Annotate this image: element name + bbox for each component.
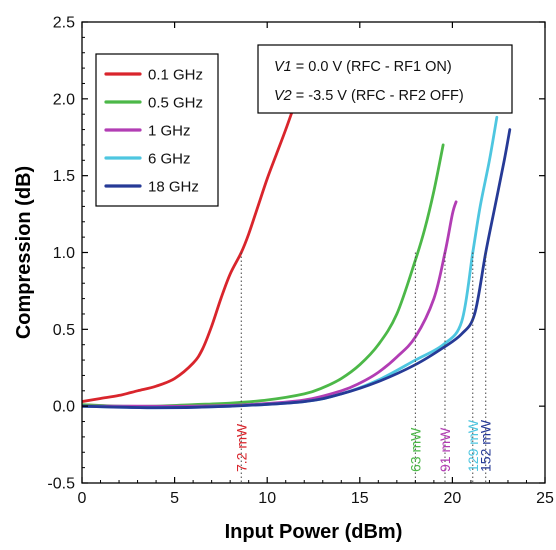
legend: 0.1 GHz 0.5 GHz 1 GHz 6 GHz 18 GHz [95,53,219,207]
p1db-label: 63 mW [407,427,423,472]
annotation-box [257,44,513,114]
y-tick-label: 1.5 [53,168,75,185]
bias-annotation: V1 = 0.0 V (RFC - RF1 ON) V2 = -3.5 V (R… [257,44,513,114]
x-axis-title: Input Power (dBm) [225,521,403,543]
legend-label: 1 GHz [148,123,191,140]
y-tick-label: 2.0 [53,91,75,108]
annotation-var-1: V1 [274,59,292,75]
series-curves [82,91,512,410]
p1db-label: 129 mW [465,419,481,472]
legend-label: 0.1 GHz [148,67,203,84]
p1db-label: 152 mW [478,419,494,472]
y-tick-label: 0.0 [53,399,75,416]
p1db-label: 91 mW [437,427,453,472]
legend-label: 0.5 GHz [148,95,203,112]
y-tick-label: -0.5 [47,476,75,493]
x-tick-label: 25 [536,490,554,507]
legend-label: 18 GHz [148,179,199,196]
p1db-label: 7.2 mW [233,423,249,472]
y-tick-label: 2.5 [53,15,75,32]
x-tick-label: 10 [258,490,276,507]
x-tick-label: 15 [351,490,369,507]
x-tick-label: 0 [78,490,87,507]
annotation-text-2: = -3.5 V (RFC - RF2 OFF) [292,88,464,104]
annotation-line-2: V2 = -3.5 V (RFC - RF2 OFF) [274,88,464,104]
annotation-text-1: = 0.0 V (RFC - RF1 ON) [292,59,452,75]
x-tick-label: 20 [444,490,462,507]
y-axis-title: Compression (dB) [13,166,35,339]
annotation-line-1: V1 = 0.0 V (RFC - RF1 ON) [274,59,452,75]
p1db-guides [240,252,487,483]
legend-label: 6 GHz [148,151,191,168]
annotation-var-2: V2 [274,88,292,104]
axis-ticks [81,21,546,484]
y-tick-label: 1.0 [53,245,75,262]
x-tick-label: 5 [170,490,179,507]
axis-tick-labels: 0 5 10 15 20 25 -0.5 0.0 0.5 1.0 1.5 2.0 2.5 [47,15,554,508]
y-tick-label: 0.5 [53,322,75,339]
series-line-18-ghz [82,128,512,410]
series-line-0-1-ghz [82,91,301,403]
